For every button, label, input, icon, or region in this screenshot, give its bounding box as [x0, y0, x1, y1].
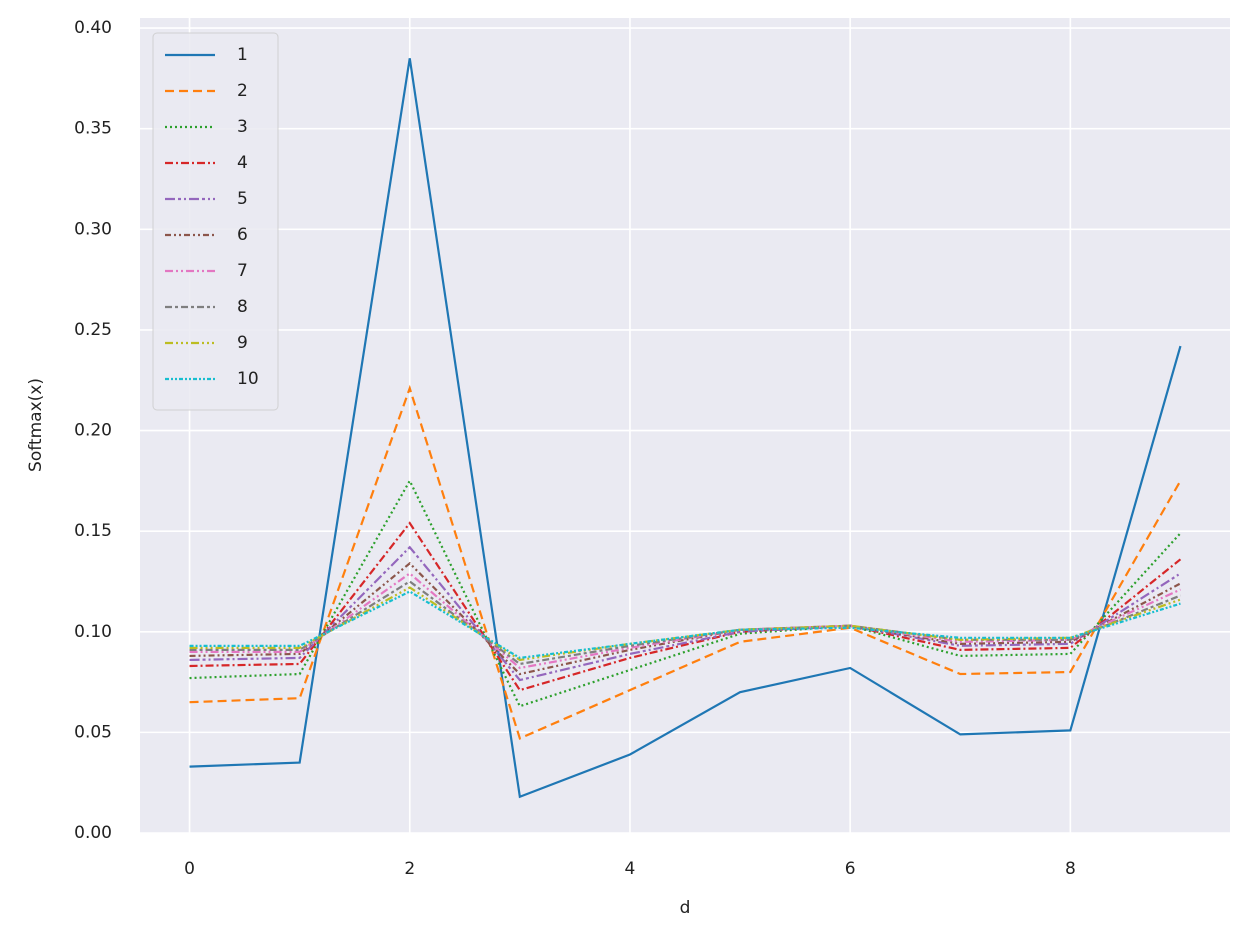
x-tick-label: 8	[1065, 859, 1076, 879]
y-tick-label: 0.30	[74, 219, 112, 239]
legend-label: 4	[237, 153, 248, 173]
y-tick-label: 0.40	[74, 18, 112, 38]
series-line	[189, 521, 1182, 692]
legend-label: 5	[237, 189, 248, 209]
y-tick-label: 0.25	[74, 320, 112, 340]
legend: 1 2 3 4 5 6 7 8 9 10	[152, 32, 279, 411]
y-tick-label: 0.05	[74, 722, 112, 742]
x-tick-label: 0	[184, 859, 195, 879]
series-line	[189, 384, 1182, 740]
legend-label: 7	[237, 261, 248, 281]
legend-label: 2	[237, 81, 248, 101]
legend-label: 9	[237, 333, 248, 353]
x-tick-label: 4	[625, 859, 636, 879]
legend-label: 3	[237, 117, 248, 137]
series-line	[189, 590, 1181, 660]
y-tick-label: 0.35	[74, 119, 112, 139]
plot-area	[140, 18, 1230, 833]
legend-label: 10	[237, 369, 259, 389]
series-line	[189, 58, 1182, 799]
legend-box	[152, 32, 279, 411]
legend-label: 1	[237, 45, 248, 65]
x-tick-label: 6	[845, 859, 856, 879]
x-axis-label: d	[680, 898, 691, 918]
series-line	[189, 561, 1181, 676]
x-tick-label: 2	[404, 859, 415, 879]
y-axis-label: Softmax(x)	[26, 378, 46, 472]
y-tick-label: 0.20	[74, 421, 112, 441]
y-tick-label: 0.00	[74, 823, 112, 843]
legend-label: 6	[237, 225, 248, 245]
legend-label: 8	[237, 297, 248, 317]
series-line	[189, 478, 1182, 708]
series-line	[189, 545, 1182, 682]
y-tick-label: 0.15	[74, 521, 112, 541]
y-tick-label: 0.10	[74, 622, 112, 642]
